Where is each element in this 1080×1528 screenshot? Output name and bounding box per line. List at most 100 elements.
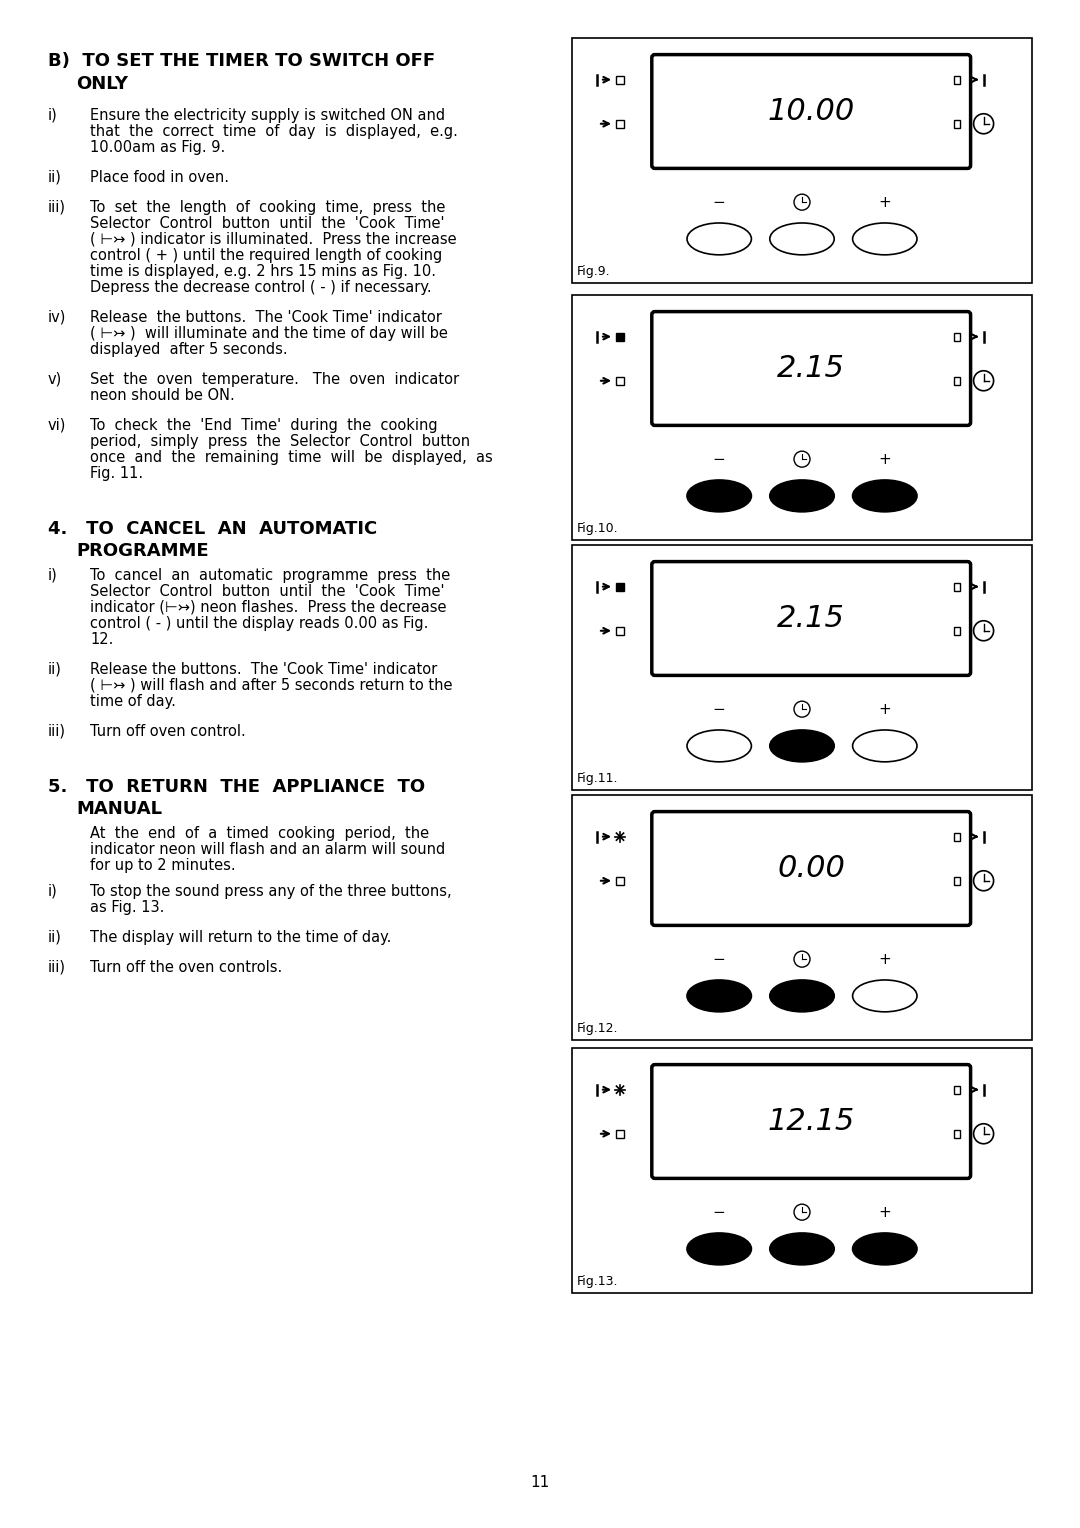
Bar [616, 626, 624, 634]
Text: iii): iii) [48, 960, 66, 975]
Text: Ensure the electricity supply is switched ON and: Ensure the electricity supply is switche… [90, 108, 445, 122]
Circle shape [794, 194, 810, 211]
Text: To  cancel  an  automatic  programme  press  the: To cancel an automatic programme press t… [90, 568, 450, 584]
Text: Fig.11.: Fig.11. [577, 772, 619, 785]
Text: 5.   TO  RETURN  THE  APPLIANCE  TO: 5. TO RETURN THE APPLIANCE TO [48, 778, 426, 796]
Text: −: − [713, 952, 726, 967]
FancyBboxPatch shape [652, 1065, 971, 1178]
Ellipse shape [687, 1233, 752, 1265]
Text: 2.15: 2.15 [778, 354, 846, 384]
Circle shape [794, 451, 810, 468]
Text: displayed  after 5 seconds.: displayed after 5 seconds. [90, 342, 287, 358]
Ellipse shape [770, 480, 834, 512]
Text: Turn off the oven controls.: Turn off the oven controls. [90, 960, 282, 975]
Text: Selector  Control  button  until  the  'Cook  Time': Selector Control button until the 'Cook … [90, 584, 445, 599]
Text: neon should be ON.: neon should be ON. [90, 388, 234, 403]
Text: PROGRAMME: PROGRAMME [76, 542, 208, 559]
Text: for up to 2 minutes.: for up to 2 minutes. [90, 859, 235, 872]
Text: ii): ii) [48, 662, 62, 677]
Bar [954, 833, 960, 840]
Bar [616, 1129, 624, 1138]
Text: 10.00am as Fig. 9.: 10.00am as Fig. 9. [90, 141, 226, 154]
Text: Fig.12.: Fig.12. [577, 1022, 619, 1034]
Text: Depress the decrease control ( - ) if necessary.: Depress the decrease control ( - ) if ne… [90, 280, 432, 295]
Text: MANUAL: MANUAL [76, 801, 162, 817]
Bar [954, 582, 960, 591]
Text: ( ⊢↣ ) indicator is illuminated.  Press the increase: ( ⊢↣ ) indicator is illuminated. Press t… [90, 232, 457, 248]
Text: B)  TO SET THE TIMER TO SWITCH OFF: B) TO SET THE TIMER TO SWITCH OFF [48, 52, 435, 70]
Bar [954, 119, 960, 128]
Text: indicator (⊢↣) neon flashes.  Press the decrease: indicator (⊢↣) neon flashes. Press the d… [90, 601, 446, 614]
Ellipse shape [687, 979, 752, 1012]
FancyBboxPatch shape [652, 562, 971, 675]
Text: −: − [713, 452, 726, 466]
Text: time is displayed, e.g. 2 hrs 15 mins as Fig. 10.: time is displayed, e.g. 2 hrs 15 mins as… [90, 264, 436, 280]
Text: vi): vi) [48, 419, 66, 432]
Text: ONLY: ONLY [76, 75, 129, 93]
Text: ii): ii) [48, 170, 62, 185]
Text: To stop the sound press any of the three buttons,: To stop the sound press any of the three… [90, 885, 451, 898]
Circle shape [794, 950, 810, 967]
Text: i): i) [48, 885, 57, 898]
Text: time of day.: time of day. [90, 694, 176, 709]
Text: The display will return to the time of day.: The display will return to the time of d… [90, 931, 391, 944]
Text: +: + [878, 701, 891, 717]
Bar [616, 119, 624, 128]
Text: Selector  Control  button  until  the  'Cook  Time': Selector Control button until the 'Cook … [90, 215, 445, 231]
Bar [954, 333, 960, 341]
Bar [616, 582, 624, 591]
Text: Set  the  oven  temperature.   The  oven  indicator: Set the oven temperature. The oven indic… [90, 371, 459, 387]
Text: 0.00: 0.00 [778, 854, 846, 883]
Circle shape [973, 371, 994, 391]
Text: +: + [878, 952, 891, 967]
Text: once  and  the  remaining  time  will  be  displayed,  as: once and the remaining time will be disp… [90, 451, 492, 465]
Text: 10.00: 10.00 [768, 96, 855, 125]
Bar [954, 1129, 960, 1138]
Bar [616, 333, 624, 341]
Text: Fig.13.: Fig.13. [577, 1274, 619, 1288]
Text: 2.15: 2.15 [778, 604, 846, 633]
Text: 11: 11 [530, 1475, 550, 1490]
Circle shape [794, 1204, 810, 1221]
Text: −: − [713, 194, 726, 209]
Ellipse shape [770, 730, 834, 762]
Ellipse shape [687, 730, 752, 762]
Bar [616, 877, 624, 885]
Text: iii): iii) [48, 724, 66, 740]
Bar [616, 76, 624, 84]
Text: v): v) [48, 371, 63, 387]
Circle shape [973, 871, 994, 891]
Bar [616, 377, 624, 385]
Bar [954, 377, 960, 385]
Text: iii): iii) [48, 200, 66, 215]
Text: period,  simply  press  the  Selector  Control  button: period, simply press the Selector Contro… [90, 434, 470, 449]
Text: Fig.10.: Fig.10. [577, 523, 619, 535]
Text: Release the buttons.  The 'Cook Time' indicator: Release the buttons. The 'Cook Time' ind… [90, 662, 437, 677]
Text: ( ⊢↣ )  will illuminate and the time of day will be: ( ⊢↣ ) will illuminate and the time of d… [90, 325, 448, 341]
Ellipse shape [852, 223, 917, 255]
Bar [572, 1048, 1032, 1293]
Text: Fig. 11.: Fig. 11. [90, 466, 144, 481]
Text: 12.15: 12.15 [768, 1106, 855, 1135]
Ellipse shape [770, 223, 834, 255]
Text: Turn off oven control.: Turn off oven control. [90, 724, 246, 740]
Circle shape [973, 1123, 994, 1144]
Text: +: + [878, 452, 891, 466]
Ellipse shape [687, 480, 752, 512]
Text: ii): ii) [48, 931, 62, 944]
Circle shape [973, 620, 994, 640]
Text: ( ⊢↣ ) will flash and after 5 seconds return to the: ( ⊢↣ ) will flash and after 5 seconds re… [90, 678, 453, 694]
Text: iv): iv) [48, 310, 66, 325]
Text: 12.: 12. [90, 633, 113, 646]
Text: control ( - ) until the display reads 0.00 as Fig.: control ( - ) until the display reads 0.… [90, 616, 429, 631]
Text: −: − [713, 701, 726, 717]
Bar [954, 877, 960, 885]
Text: Release  the buttons.  The 'Cook Time' indicator: Release the buttons. The 'Cook Time' ind… [90, 310, 442, 325]
Text: +: + [878, 194, 891, 209]
Text: as Fig. 13.: as Fig. 13. [90, 900, 164, 915]
Text: indicator neon will flash and an alarm will sound: indicator neon will flash and an alarm w… [90, 842, 445, 857]
Text: Place food in oven.: Place food in oven. [90, 170, 229, 185]
Circle shape [973, 113, 994, 134]
Ellipse shape [852, 480, 917, 512]
Text: 4.   TO  CANCEL  AN  AUTOMATIC: 4. TO CANCEL AN AUTOMATIC [48, 520, 377, 538]
